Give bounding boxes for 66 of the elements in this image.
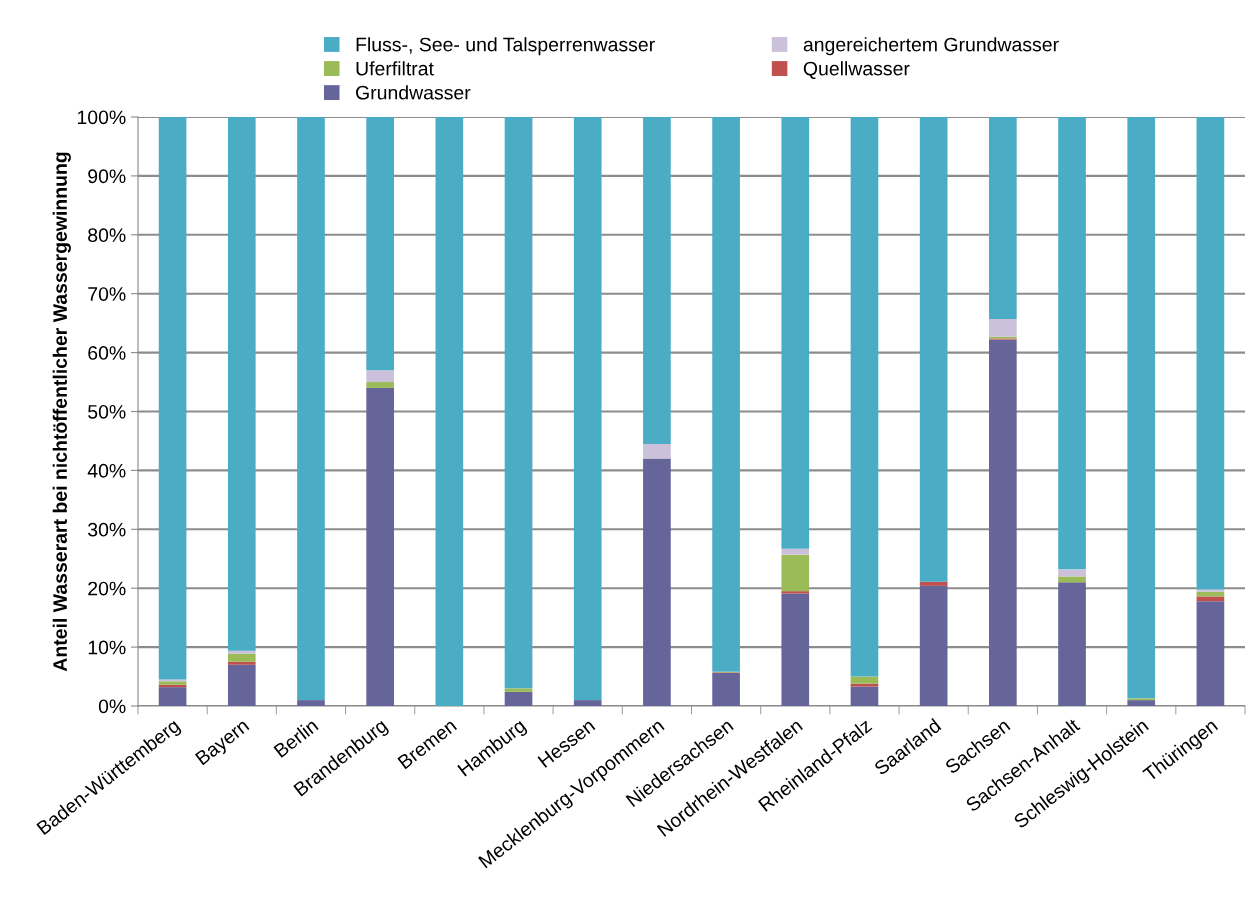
bar [919,581,948,586]
y-tick-label: 30% [88,522,126,537]
bar [643,458,671,706]
bar [504,688,533,692]
bar [366,370,394,383]
y-tick-label: 60% [88,346,126,360]
y-tick-label: 70% [88,287,126,301]
bar [227,650,256,654]
bar [297,700,325,706]
bar [1058,582,1086,706]
bar [781,548,810,555]
bar [1058,576,1086,583]
bar [1127,700,1156,706]
bar [919,585,948,706]
bar [850,676,879,684]
bar [781,593,810,706]
bar [366,387,394,706]
y-tick-label: 50% [88,404,126,419]
bar [989,319,1017,337]
bar [919,117,948,582]
bar [158,117,187,680]
bar [227,117,256,651]
bar [1196,601,1225,706]
y-tick-label: 100% [77,110,126,125]
bar [1196,589,1225,592]
y-tick-label: 20% [88,581,126,596]
bar [1196,117,1225,590]
bar [1058,117,1086,570]
bar [1196,596,1225,602]
legend-label: Grundwasser [356,85,471,100]
bar [297,117,325,701]
bar [1127,117,1156,699]
bar [989,117,1017,320]
bar [1058,569,1086,577]
bar [435,117,464,706]
bar [781,117,810,549]
bar [643,443,671,459]
bar [712,673,740,706]
bar [643,117,671,444]
bar [781,554,810,592]
bar [850,683,879,687]
bar [850,117,879,677]
y-axis-title: Anteil Wasserart bei nichtöffentlicher Wassergewinnung [52,152,71,672]
y-tick-label: 90% [88,169,126,184]
y-tick-label: 0% [98,699,126,714]
bar [504,691,533,706]
bar [366,382,394,388]
y-tick-label: 10% [88,640,126,655]
bar [366,117,394,371]
legend-label: Quellwasser [803,61,910,79]
y-tick-label: 40% [87,463,126,478]
bar [158,687,187,706]
bar [227,653,256,662]
bar [504,117,533,689]
bar [781,591,810,594]
y-tick-label: 80% [88,228,126,243]
bar [712,117,740,672]
bar [573,117,602,701]
bar [850,686,879,706]
legend-label: angereichertem Grundwasser [803,37,1059,56]
bar [227,661,256,665]
legend-label: Fluss-, See- und Talsperrenwasser [356,37,655,56]
bar [227,664,256,706]
legend-label: Uferfiltrat [356,61,434,76]
bar [573,700,602,706]
bar [989,339,1017,706]
